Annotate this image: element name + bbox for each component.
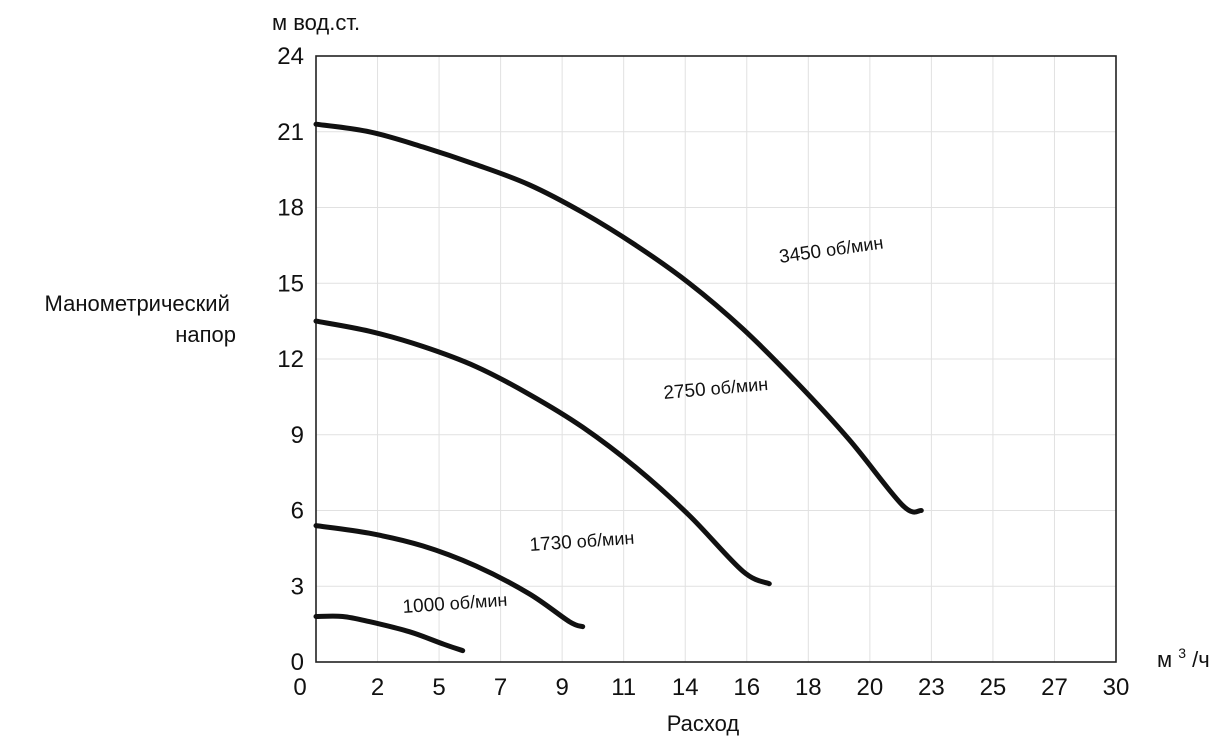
grid: [316, 56, 1116, 662]
x-axis-label: Расход: [667, 711, 740, 736]
x-tick-label: 23: [918, 674, 945, 701]
x-tick-label: 2: [371, 674, 384, 701]
series-label-unit: об/мин: [444, 590, 508, 614]
series-curve-2750: [313, 318, 772, 587]
series-curve-1000: [313, 613, 466, 654]
x-axis-unit-sup: 3: [1178, 645, 1186, 661]
x-tick-label: 20: [856, 674, 883, 701]
y-axis-unit: м вод.ст.: [272, 10, 360, 35]
y-axis-label-line-1: Манометрический: [45, 291, 230, 316]
series-curves: [313, 121, 924, 654]
series-curve-1730: [313, 523, 586, 630]
x-tick-label: 27: [1041, 674, 1068, 701]
y-tick-label: 9: [291, 422, 304, 449]
series-label-speed: 3450: [778, 241, 823, 268]
x-tick-label: 9: [555, 674, 568, 701]
series-label-1730: 1730 об/мин: [529, 528, 635, 556]
y-tick-label: 6: [291, 498, 304, 525]
series-label-2750: 2750 об/мин: [663, 374, 769, 404]
y-tick-label: 3: [291, 573, 304, 600]
series-label-unit: об/мин: [820, 233, 885, 262]
y-tick-label: 12: [277, 346, 304, 373]
series-label-speed: 2750: [663, 379, 707, 404]
y-tick-label: 21: [277, 119, 304, 146]
y-tick-label: 15: [277, 270, 304, 297]
x-tick-label: 30: [1103, 674, 1130, 701]
series-label-1000: 1000 об/мин: [402, 590, 508, 618]
x-tick-label: 14: [672, 674, 699, 701]
series-label-speed: 1000: [402, 594, 446, 618]
series-label-3450: 3450 об/мин: [778, 233, 885, 268]
series-label-unit: об/мин: [571, 528, 635, 552]
x-tick-label: 7: [494, 674, 507, 701]
x-tick-label: 25: [980, 674, 1007, 701]
x-tick-label: 16: [733, 674, 760, 701]
x-tick-label: 18: [795, 674, 822, 701]
x-tick-label: 11: [611, 674, 636, 701]
x-axis-unit-tail: /ч: [1192, 647, 1210, 672]
y-tick-label: 18: [277, 195, 304, 222]
x-axis-unit-base: м: [1157, 647, 1172, 672]
x-tick-label: 5: [432, 674, 445, 701]
y-tick-label: 24: [277, 43, 304, 70]
y-axis-label: Манометрический напор: [45, 291, 236, 347]
series-label-unit: об/мин: [705, 374, 769, 399]
y-tick-label: 0: [291, 649, 304, 676]
series-label-speed: 1730: [529, 532, 573, 556]
x-axis-ticks: 0 2 5 7 9 11 14 16 18 20 23 25 27 30: [293, 674, 1129, 701]
x-tick-label: 0: [293, 674, 306, 701]
y-axis-label-line-2: напор: [175, 322, 236, 347]
plot-frame: [315, 55, 1117, 663]
series-curve-3450: [313, 121, 924, 515]
y-axis-ticks: 0 3 6 9 12 15 18 21 24: [277, 43, 304, 676]
x-axis-unit: м 3 /ч: [1157, 638, 1210, 672]
